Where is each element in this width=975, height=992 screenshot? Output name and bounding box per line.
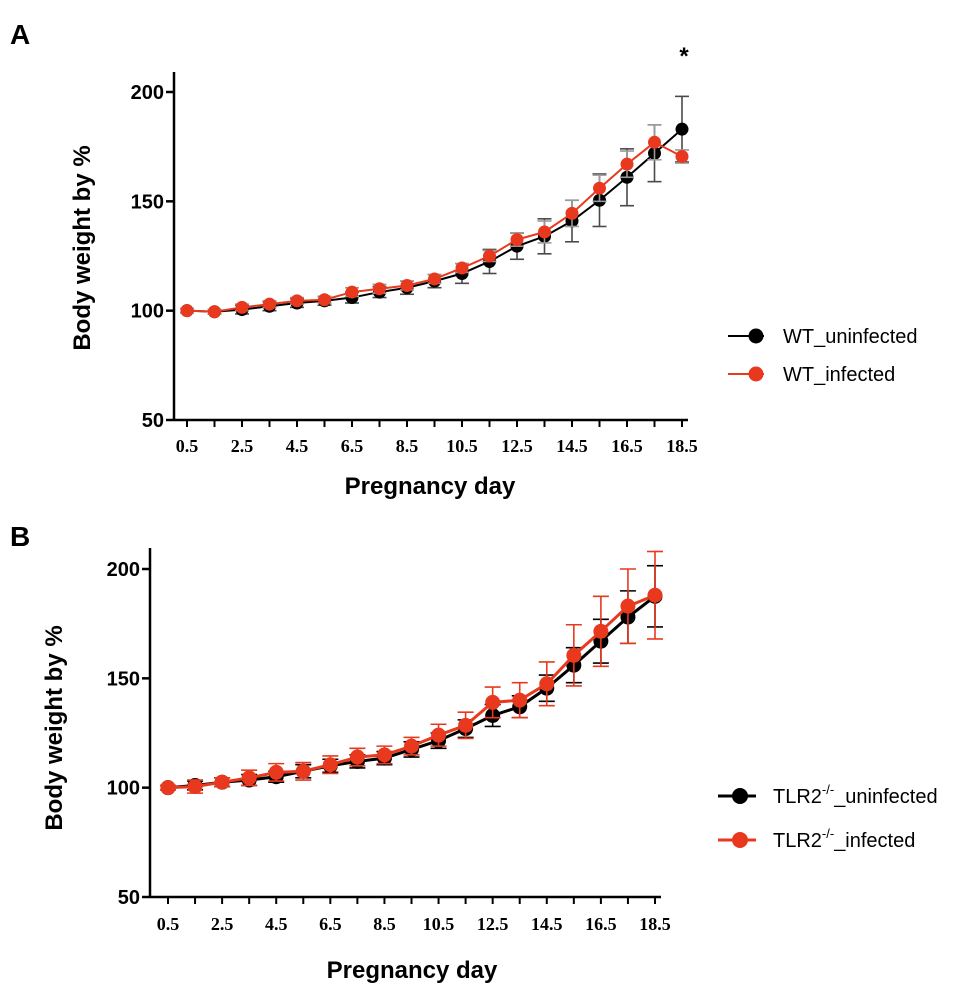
x-axis-title-b: Pregnancy day: [327, 957, 498, 984]
x-tick-label-a: 4.5: [286, 436, 309, 456]
y-axis-title-b: Body weight by %: [41, 625, 68, 830]
data-point: [404, 738, 419, 754]
data-point: [180, 304, 194, 318]
data-point: [593, 623, 609, 639]
legend-a: WT_uninfected WT_infected: [728, 326, 918, 386]
y-tick-label-a: 50: [142, 410, 164, 432]
data-point: [483, 249, 496, 263]
legend-marker-wt-uninfected: [748, 328, 764, 344]
data-point: [538, 225, 551, 239]
data-point: [322, 757, 338, 773]
y-tick-label-a: 100: [131, 301, 164, 323]
data-point: [263, 297, 276, 311]
plot-area-b: 50 100 150 200 0.5 2.5 4.5 6.5 8.5 10.5 12.5 14.5 16…: [107, 548, 671, 934]
data-point: [268, 764, 284, 780]
data-point: [431, 727, 447, 743]
series-b-0: [160, 564, 663, 796]
data-point: [400, 279, 414, 293]
data-point: [565, 206, 579, 220]
panel-label-b: B: [10, 521, 30, 552]
y-tick-label-a: 200: [131, 82, 164, 104]
data-point: [566, 647, 582, 663]
x-tick-label-b: 14.5: [531, 914, 563, 934]
data-point: [373, 282, 386, 296]
data-point: [593, 181, 606, 195]
data-point: [458, 717, 474, 733]
x-tick-label-a: 18.5: [666, 436, 698, 456]
legend-b: TLR2-/-_uninfected TLR2-/-_infected: [718, 782, 938, 852]
x-tick-label-b: 16.5: [585, 914, 617, 934]
x-tick-label-b: 18.5: [639, 914, 671, 934]
x-tick-label-a: 12.5: [501, 436, 533, 456]
y-tick-label-b: 200: [107, 559, 140, 581]
x-tick-label-a: 0.5: [176, 436, 199, 456]
data-point: [235, 300, 249, 314]
data-point: [208, 305, 221, 319]
legend-marker-tlr2-uninfected: [732, 788, 748, 804]
x-tick-label-b: 2.5: [211, 914, 234, 934]
y-tick-label-b: 150: [107, 668, 140, 690]
x-tick-label-b: 0.5: [157, 914, 180, 934]
data-point: [512, 692, 528, 708]
data-point: [647, 587, 663, 603]
legend-label-tlr2-infected: TLR2-/-_infected: [773, 826, 915, 852]
legend-label-wt-uninfected: WT_uninfected: [783, 326, 918, 348]
y-axis-title-a: Body weight by %: [69, 145, 96, 350]
x-tick-label-a: 14.5: [556, 436, 588, 456]
data-point: [675, 122, 689, 136]
x-tick-label-b: 4.5: [265, 914, 288, 934]
data-point: [485, 694, 501, 710]
x-tick-label-a: 2.5: [231, 436, 254, 456]
data-point: [290, 294, 304, 308]
data-point: [214, 774, 230, 790]
x-tick-label-a: 6.5: [341, 436, 364, 456]
data-point: [675, 150, 689, 164]
y-tick-label-a: 150: [131, 191, 164, 213]
data-point: [295, 763, 311, 779]
data-point: [349, 749, 365, 765]
series-a-1: [180, 124, 689, 319]
series-line: [167, 595, 656, 790]
x-tick-label-b: 10.5: [423, 914, 455, 934]
series-b-1: [160, 550, 663, 796]
x-tick-label-b: 6.5: [319, 914, 342, 934]
series-line: [167, 593, 656, 790]
data-point: [187, 779, 203, 795]
data-point: [318, 293, 331, 307]
x-tick-label-b: 8.5: [373, 914, 396, 934]
data-point: [648, 135, 661, 149]
data-point: [428, 272, 441, 286]
data-point: [620, 157, 634, 171]
legend-label-tlr2-uninfected: TLR2-/-_uninfected: [773, 782, 938, 808]
data-point: [345, 285, 359, 299]
legend-marker-wt-infected: [748, 366, 764, 382]
data-point: [539, 676, 555, 692]
x-tick-label-a: 16.5: [611, 436, 643, 456]
data-point: [455, 261, 469, 275]
legend-label-wt-infected: WT_infected: [783, 364, 895, 386]
data-point: [376, 747, 392, 763]
panel-label-a: A: [10, 19, 30, 50]
data-point: [620, 598, 636, 614]
y-tick-label-b: 50: [118, 887, 140, 909]
data-point: [241, 770, 257, 786]
data-point: [160, 780, 176, 796]
x-tick-label-a: 8.5: [396, 436, 419, 456]
x-tick-label-b: 12.5: [477, 914, 509, 934]
legend-marker-tlr2-infected: [732, 832, 748, 848]
significance-asterisk: *: [679, 43, 689, 70]
x-tick-label-a: 10.5: [446, 436, 478, 456]
plot-area-a: 50 100 150 200 0.5 2.5 4.5 6.5 8.5 10.5 12.5 14.5 16…: [131, 72, 698, 456]
y-tick-label-b: 100: [107, 778, 140, 800]
x-axis-title-a: Pregnancy day: [345, 473, 516, 500]
data-point: [510, 233, 524, 247]
